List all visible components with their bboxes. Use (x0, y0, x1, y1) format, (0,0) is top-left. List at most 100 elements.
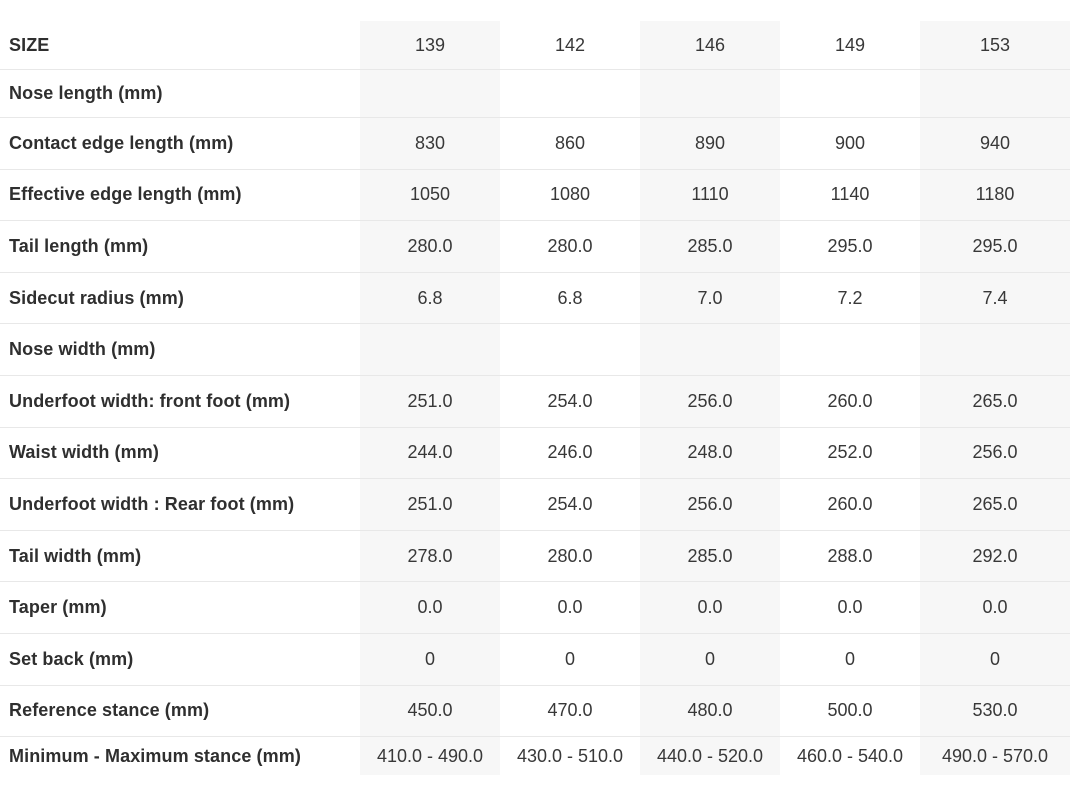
row-label: Nose length (mm) (9, 83, 163, 103)
table-cell: 260.0 (827, 493, 873, 514)
table-cell: 0.0 (920, 582, 1070, 633)
size-column-header: 149 (834, 34, 866, 55)
table-cell (360, 70, 500, 117)
table-cell: 254.0 (547, 390, 593, 411)
table-cell: 280.0 (547, 545, 593, 566)
table-cell: 7.2 (837, 287, 863, 308)
table-cell (920, 324, 1070, 375)
table-row-nose-length: Nose length (mm) (0, 69, 1070, 117)
table-cell (920, 70, 1070, 117)
table-cell (780, 324, 920, 375)
table-cell: 500.0 (827, 700, 873, 721)
table-cell: 288.0 (827, 545, 873, 566)
table-cell: 295.0 (920, 221, 1070, 272)
table-cell: 440.0 - 520.0 (640, 737, 780, 776)
table-cell: 244.0 (360, 427, 500, 479)
table-cell: 0 (640, 633, 780, 685)
table-cell: 1140 (830, 184, 870, 205)
table-cell: 7.4 (920, 272, 1070, 324)
table-cell: 1180 (920, 169, 1070, 221)
size-column-header: 142 (554, 34, 586, 55)
table-cell: 0.0 (557, 597, 583, 618)
table-row-sidecut-radius: Sidecut radius (mm) 6.8 6.8 7.0 7.2 7.4 (0, 271, 1070, 324)
row-label: Set back (mm) (9, 648, 134, 669)
table-row-contact-edge: Contact edge length (mm) 830 860 890 900… (0, 117, 1070, 169)
table-cell: 1110 (640, 169, 780, 221)
size-column-header: 153 (920, 21, 1070, 69)
table-cell: 251.0 (360, 479, 500, 530)
row-label: Nose width (mm) (9, 339, 156, 360)
table-cell: 530.0 (920, 685, 1070, 737)
table-cell: 0 (844, 648, 855, 669)
table-row-tail-width: Tail width (mm) 278.0 280.0 285.0 288.0 … (0, 529, 1070, 582)
table-cell: 251.0 (360, 375, 500, 427)
row-label: Sidecut radius (mm) (9, 287, 184, 308)
table-cell: 265.0 (920, 375, 1070, 427)
table-cell: 265.0 (920, 479, 1070, 530)
size-header-label: SIZE (9, 34, 50, 55)
size-column-header: 146 (640, 21, 780, 69)
table-cell: 470.0 (547, 700, 593, 721)
table-cell: 256.0 (920, 427, 1070, 479)
table-cell: 285.0 (640, 530, 780, 582)
table-cell: 254.0 (547, 493, 593, 514)
table-cell: 256.0 (640, 479, 780, 530)
table-cell (360, 324, 500, 375)
table-cell: 480.0 (640, 685, 780, 737)
table-cell: 260.0 (827, 390, 873, 411)
row-label: Underfoot width: front foot (mm) (9, 390, 291, 411)
table-row-taper: Taper (mm) 0.0 0.0 0.0 0.0 0.0 (0, 581, 1070, 633)
table-cell: 460.0 - 540.0 (796, 745, 904, 766)
table-cell: 246.0 (547, 442, 593, 463)
table-row-tail-length: Tail length (mm) 280.0 280.0 285.0 295.0… (0, 220, 1070, 272)
row-label: Effective edge length (mm) (9, 184, 242, 205)
table-cell: 410.0 - 490.0 (360, 737, 500, 776)
table-row-set-back: Set back (mm) 0 0 0 0 0 (0, 632, 1070, 685)
table-cell: 256.0 (640, 375, 780, 427)
table-cell: 0 (920, 633, 1070, 685)
table-row-effective-edge: Effective edge length (mm) 1050 1080 111… (0, 168, 1070, 221)
table-cell: 278.0 (360, 530, 500, 582)
table-cell: 6.8 (557, 287, 583, 308)
table-cell: 280.0 (360, 221, 500, 272)
table-cell: 7.0 (640, 272, 780, 324)
table-cell: 430.0 - 510.0 (516, 745, 624, 766)
table-cell (640, 324, 780, 375)
table-cell: 450.0 (360, 685, 500, 737)
row-label: Contact edge length (mm) (9, 132, 234, 153)
table-cell: 860 (554, 132, 586, 153)
table-cell: 252.0 (827, 442, 873, 463)
table-row-waist-width: Waist width (mm) 244.0 246.0 248.0 252.0… (0, 426, 1070, 479)
row-label: Tail width (mm) (9, 545, 142, 566)
table-cell (500, 324, 640, 375)
table-cell (780, 70, 920, 117)
table-cell: 6.8 (360, 272, 500, 324)
size-spec-table: SIZE 139 142 146 149 153 Nose length (mm… (0, 21, 1070, 776)
table-cell: 830 (360, 118, 500, 169)
table-cell: 0.0 (640, 582, 780, 633)
row-label: Reference stance (mm) (9, 700, 210, 721)
table-row-nose-width: Nose width (mm) (0, 323, 1070, 375)
table-cell: 890 (640, 118, 780, 169)
table-row-min-max-stance: Minimum - Maximum stance (mm) 410.0 - 49… (0, 736, 1070, 776)
table-cell: 900 (834, 132, 866, 153)
table-row-reference-stance: Reference stance (mm) 450.0 470.0 480.0 … (0, 684, 1070, 737)
table-cell: 0 (360, 633, 500, 685)
table-cell (500, 70, 640, 117)
table-cell: 285.0 (640, 221, 780, 272)
table-cell: 940 (920, 118, 1070, 169)
table-header-row: SIZE 139 142 146 149 153 (0, 21, 1070, 69)
table-cell: 295.0 (827, 235, 873, 256)
table-cell: 0.0 (360, 582, 500, 633)
size-column-header: 139 (360, 21, 500, 69)
table-cell: 490.0 - 570.0 (920, 737, 1070, 776)
table-cell: 0 (564, 648, 575, 669)
table-row-underfoot-front: Underfoot width: front foot (mm) 251.0 2… (0, 374, 1070, 427)
table-cell: 1080 (549, 184, 591, 205)
table-cell: 248.0 (640, 427, 780, 479)
row-label: Underfoot width : Rear foot (mm) (9, 493, 295, 514)
row-label: Waist width (mm) (9, 442, 159, 463)
row-label: Tail length (mm) (9, 235, 149, 256)
table-cell: 280.0 (547, 235, 593, 256)
table-row-underfoot-rear: Underfoot width : Rear foot (mm) 251.0 2… (0, 478, 1070, 530)
